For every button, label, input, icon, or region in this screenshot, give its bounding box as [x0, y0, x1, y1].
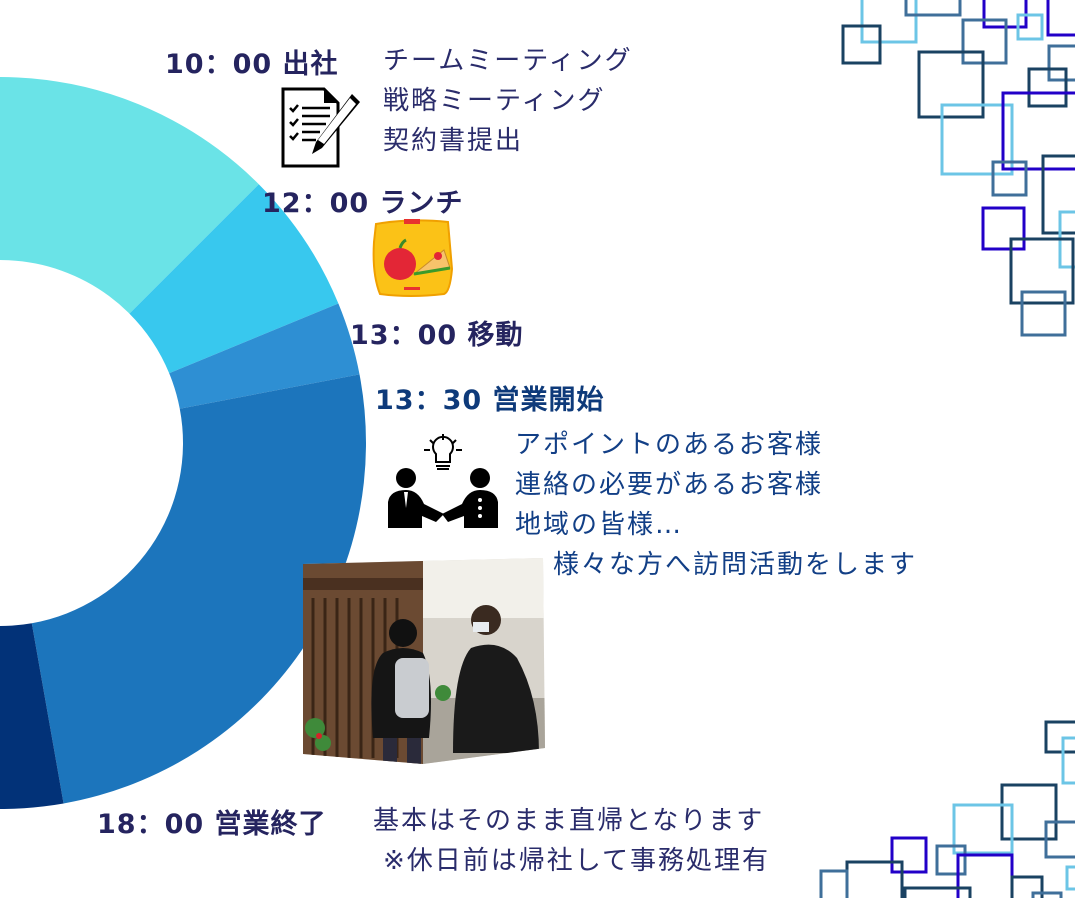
- note-item: ※休日前は帰社して事務処理有: [383, 846, 771, 876]
- decorative-square: [935, 844, 967, 876]
- decorative-squares: [819, 0, 1075, 898]
- decorative-square: [1041, 154, 1075, 235]
- end-of-day-notes: 基本はそのまま直帰となります ※休日前は帰社して事務処理有: [373, 801, 770, 881]
- decorative-square: [1065, 865, 1075, 891]
- decorative-square: [860, 0, 918, 44]
- decorative-square: [991, 160, 1028, 197]
- sales-targets: アポイントのあるお客様 連絡の必要があるお客様 地域の皆様… 様々な方へ訪問活動…: [515, 425, 917, 585]
- decorative-square: [940, 103, 1014, 176]
- decorative-square: [1044, 820, 1075, 859]
- target-item: 様々な方へ訪問活動をします: [553, 550, 918, 580]
- task-item: 契約書提出: [383, 126, 524, 156]
- decorative-square: [1016, 13, 1044, 41]
- time-label-1330: 13：30 営業開始: [375, 385, 605, 416]
- decorative-square: [1031, 891, 1063, 898]
- decorative-square: [819, 869, 849, 898]
- decorative-square: [904, 0, 962, 17]
- decorative-square: [1061, 736, 1075, 785]
- task-item: チームミーティング: [383, 46, 633, 76]
- segment-office: [0, 77, 259, 314]
- target-item: アポイントのあるお客様: [515, 430, 824, 460]
- note-item: 基本はそのまま直帰となります: [373, 806, 765, 836]
- segment-lunch: [129, 184, 339, 374]
- document-pen-icon: [281, 87, 360, 168]
- decorative-square: [1046, 0, 1075, 37]
- time-label-1200: 12：00 ランチ: [262, 188, 464, 219]
- decorative-square: [845, 860, 904, 898]
- decorative-square: [841, 24, 882, 65]
- decorative-square: [890, 836, 928, 874]
- segment-travel: [169, 303, 360, 409]
- decorative-square: [981, 206, 1026, 251]
- segment-sales: [31, 374, 366, 804]
- morning-tasks: チームミーティング 戦略ミーティング 契約書提出: [383, 41, 633, 161]
- schedule-donut: [0, 77, 366, 809]
- task-item: 戦略ミーティング: [383, 86, 606, 116]
- decorative-square: [1001, 91, 1075, 171]
- decorative-square: [917, 50, 985, 119]
- decorative-square: [1020, 290, 1067, 337]
- target-item: 連絡の必要があるお客様: [515, 470, 824, 500]
- time-label-1300: 13：00 移動: [350, 320, 524, 351]
- segment-end: [0, 623, 64, 809]
- decorative-square: [1027, 67, 1068, 108]
- time-label-1000: 10：00 出社: [165, 49, 339, 80]
- decorative-square: [1000, 783, 1058, 841]
- decorative-square: [1047, 44, 1075, 82]
- decorative-square: [1009, 237, 1075, 305]
- sales-visit-photo: [303, 558, 545, 764]
- decorative-square: [1010, 875, 1044, 898]
- decorative-square: [903, 886, 972, 898]
- decorative-square: [952, 803, 1014, 855]
- target-item: 地域の皆様…: [515, 510, 684, 540]
- lunchbox-icon: [372, 219, 454, 297]
- time-label-1800: 18：00 営業終了: [97, 809, 327, 840]
- handshake-idea-icon: [388, 434, 498, 528]
